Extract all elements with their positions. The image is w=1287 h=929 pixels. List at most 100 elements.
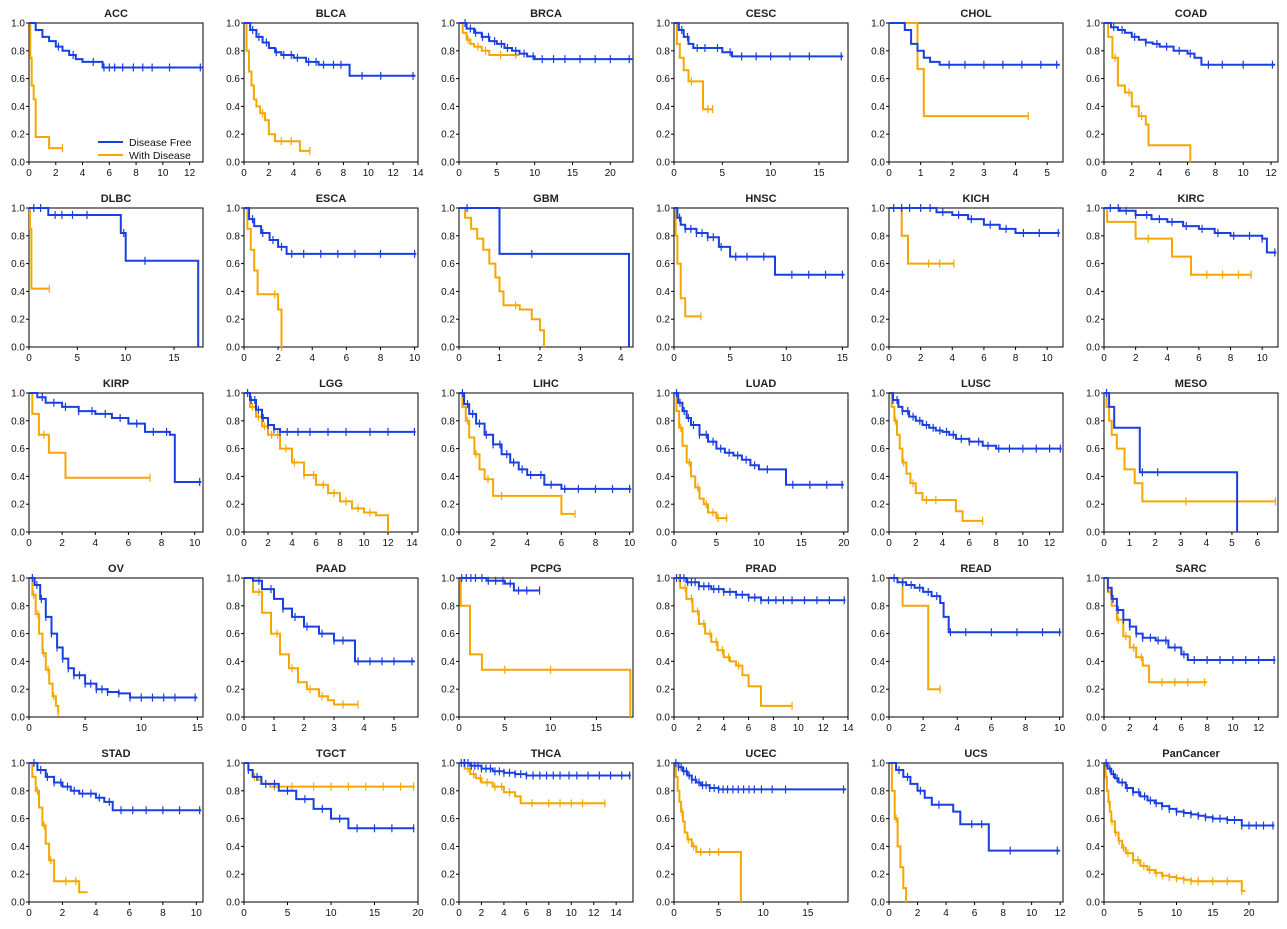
y-tick-label: 0.4 [656,102,670,113]
km-curve-with-disease [29,22,63,150]
y-tick-label: 0.6 [226,814,240,825]
y-tick-label: 0.0 [656,343,670,354]
km-curve-disease-free [459,22,633,61]
x-tick-label: 0 [671,353,677,364]
y-tick-label: 1.0 [871,574,885,585]
km-curve-with-disease [674,577,793,707]
y-tick-label: 0.6 [871,74,885,85]
km-curve-with-disease [459,577,632,717]
x-tick-label: 8 [378,353,384,364]
y-tick-label: 0.4 [11,657,25,668]
x-tick-label: 4 [1164,353,1170,364]
y-tick-label: 1.0 [1086,204,1100,215]
y-tick-label: 0.2 [656,500,670,511]
plot-frame [458,762,634,903]
x-tick-label: 4 [93,908,99,919]
y-tick-label: 0.4 [656,287,670,298]
x-tick-label: 0 [671,908,677,919]
plot-frame [673,22,849,163]
x-tick-label: 8 [159,538,165,549]
y-tick-label: 0.4 [1086,842,1100,853]
y-tick-label: 0.4 [1086,472,1100,483]
x-tick-label: 5 [1044,168,1050,179]
plot-frame [458,577,634,718]
x-tick-label: 0 [1101,723,1107,734]
y-tick-label: 0.8 [11,786,25,797]
x-tick-label: 2 [915,908,921,919]
panel-title: KIRP [103,378,129,390]
y-tick-label: 0.8 [11,601,25,612]
plot-frame [888,577,1064,718]
plot-frame [243,207,419,348]
x-tick-label: 2 [949,168,955,179]
km-curve-with-disease [459,392,575,515]
y-tick-label: 1.0 [11,759,25,770]
x-tick-label: 15 [168,353,180,364]
x-tick-label: 3 [981,168,987,179]
panel-meso: MESO 0.0 0.2 0.4 0.6 0.8 1.0 0 1 2 3 4 5 6 [1086,378,1279,549]
y-tick-label: 0.6 [871,259,885,270]
x-tick-label: 0 [671,168,677,179]
panel-title: KIRC [1178,193,1205,205]
x-tick-label: 6 [746,723,752,734]
x-tick-label: 10 [765,168,777,179]
km-curve-disease-free [889,22,1060,66]
x-tick-label: 8 [993,538,999,549]
y-tick-label: 0.0 [656,713,670,724]
x-tick-label: 0 [1101,353,1107,364]
x-tick-label: 12 [1253,723,1265,734]
x-tick-label: 2 [301,723,307,734]
y-tick-label: 1.0 [226,19,240,30]
panel-paad: PAAD 0.0 0.2 0.4 0.6 0.8 1.0 0 1 2 3 4 5 [226,563,419,734]
panel-read: READ 0.0 0.2 0.4 0.6 0.8 1.0 0 2 4 6 8 10 [871,563,1065,734]
y-tick-label: 1.0 [11,19,25,30]
km-curve-with-disease [29,577,60,713]
plot-frame [28,207,204,348]
km-curve-disease-free [29,207,200,347]
y-tick-label: 0.8 [226,601,240,612]
y-tick-label: 0.0 [226,713,240,724]
x-tick-label: 6 [559,538,565,549]
x-tick-label: 6 [107,168,113,179]
km-curve-disease-free [674,207,845,276]
y-tick-label: 0.6 [441,74,455,85]
x-tick-label: 4 [1153,723,1159,734]
y-tick-label: 0.0 [656,898,670,909]
y-tick-label: 0.8 [441,231,455,242]
y-tick-label: 1.0 [11,574,25,585]
x-tick-label: 12 [1265,168,1277,179]
x-tick-label: 8 [1213,168,1219,179]
y-tick-label: 0.0 [11,713,25,724]
x-tick-label: 0 [886,723,892,734]
y-tick-label: 0.8 [871,231,885,242]
y-tick-label: 0.6 [441,814,455,825]
km-curve-with-disease [889,392,983,522]
y-tick-label: 1.0 [441,19,455,30]
y-tick-label: 0.0 [871,158,885,169]
x-tick-label: 4 [618,353,624,364]
y-tick-label: 0.0 [1086,158,1100,169]
km-curve-with-disease [674,22,713,111]
plot-frame [458,392,634,533]
x-tick-label: 12 [388,168,400,179]
km-curve-disease-free [29,22,203,69]
y-tick-label: 0.4 [441,102,455,113]
panel-brca: BRCA 0.0 0.2 0.4 0.6 0.8 1.0 0 5 10 15 20 [441,8,634,179]
y-tick-label: 0.6 [871,629,885,640]
y-tick-label: 0.0 [656,528,670,539]
y-tick-label: 0.8 [1086,231,1100,242]
y-tick-label: 0.4 [656,472,670,483]
panel-pcpg: PCPG 0.0 0.2 0.4 0.6 0.8 1.0 0 5 10 15 [441,563,634,734]
x-tick-label: 6 [1185,168,1191,179]
km-curve-disease-free [674,22,844,58]
x-tick-label: 2 [537,353,543,364]
y-tick-label: 1.0 [226,204,240,215]
km-curve-with-disease [674,392,728,520]
y-tick-label: 0.8 [656,786,670,797]
x-tick-label: 6 [126,538,132,549]
y-tick-label: 0.2 [441,315,455,326]
y-tick-label: 0.0 [1086,343,1100,354]
y-tick-label: 0.0 [11,528,25,539]
panel-ov: OV 0.0 0.2 0.4 0.6 0.8 1.0 0 5 10 15 [11,563,204,734]
y-tick-label: 0.4 [226,657,240,668]
